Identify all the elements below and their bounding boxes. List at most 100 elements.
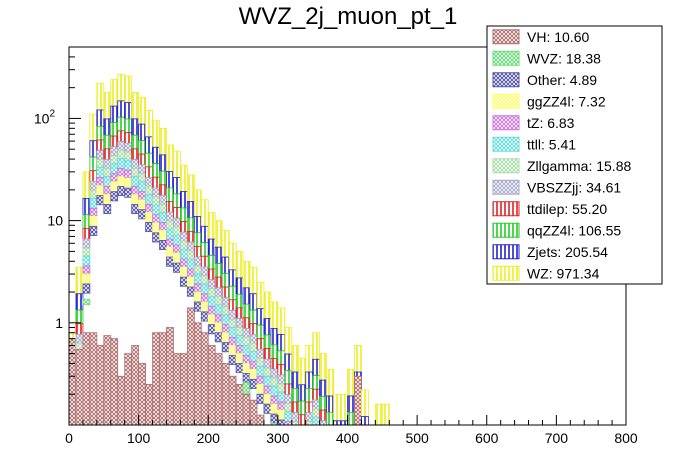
bar-90-10 bbox=[131, 118, 140, 136]
bar-330-11 bbox=[298, 357, 307, 386]
bar-150-3 bbox=[173, 252, 181, 264]
bar-290-3 bbox=[270, 403, 279, 415]
bar-180-2 bbox=[193, 301, 202, 312]
bar-160-11 bbox=[179, 164, 188, 192]
bar-50-0 bbox=[103, 335, 112, 426]
bar-60-3 bbox=[110, 181, 119, 193]
bar-140-11 bbox=[166, 144, 174, 172]
bar-190-10 bbox=[200, 225, 209, 244]
bar-250-6 bbox=[242, 336, 251, 346]
x-tick-label: 800 bbox=[614, 430, 638, 446]
bar-250-8 bbox=[242, 317, 251, 329]
bar-50-10 bbox=[103, 118, 112, 136]
bar-120-10 bbox=[152, 146, 160, 165]
bar-50-9 bbox=[103, 134, 112, 150]
bar-250-0 bbox=[242, 393, 251, 426]
bar-70-11 bbox=[117, 73, 126, 102]
bar-90-2 bbox=[131, 204, 140, 215]
bar-280-3 bbox=[263, 393, 272, 405]
bar-220-5 bbox=[221, 314, 230, 326]
bar-210-5 bbox=[214, 304, 223, 316]
bar-120-9 bbox=[152, 163, 160, 178]
legend-label: qqZZ4l: 106.55 bbox=[527, 222, 621, 238]
bar-310-10 bbox=[284, 353, 293, 371]
legend-swatch bbox=[492, 201, 520, 217]
bar-280-9 bbox=[263, 334, 272, 349]
bar-130-3 bbox=[159, 230, 167, 241]
bar-190-0 bbox=[200, 332, 209, 426]
bar-20-1 bbox=[82, 298, 91, 306]
legend-label: ttll: 5.41 bbox=[527, 136, 576, 152]
bar-100-11 bbox=[138, 97, 146, 125]
bar-40-6 bbox=[96, 159, 105, 169]
bar-200-7 bbox=[207, 279, 216, 290]
bar-140-0 bbox=[166, 327, 174, 426]
bar-200-0 bbox=[207, 345, 216, 426]
bar-270-4 bbox=[256, 375, 265, 385]
bar-210-7 bbox=[214, 287, 223, 298]
bar-340-6 bbox=[305, 421, 314, 426]
bar-30-6 bbox=[89, 189, 98, 199]
bar-300-11 bbox=[277, 307, 286, 335]
bar-40-3 bbox=[96, 185, 105, 196]
bar-210-6 bbox=[214, 296, 223, 306]
bar-290-7 bbox=[270, 368, 279, 379]
bar-200-3 bbox=[207, 314, 216, 326]
bar-90-3 bbox=[131, 194, 140, 205]
bar-320-7 bbox=[291, 412, 300, 422]
legend-label: Zllgamma: 15.88 bbox=[527, 158, 631, 174]
bar-260-6 bbox=[249, 342, 258, 352]
bar-110-5 bbox=[145, 194, 153, 205]
bar-400-9 bbox=[347, 411, 355, 426]
bar-110-0 bbox=[145, 383, 153, 426]
x-tick-label: 700 bbox=[545, 430, 569, 446]
legend-swatch bbox=[492, 93, 520, 109]
bar-400-10 bbox=[347, 395, 355, 413]
bar-310-5 bbox=[284, 411, 293, 422]
bar-10-11 bbox=[75, 266, 84, 295]
bar-150-10 bbox=[173, 177, 181, 195]
bar-160-9 bbox=[179, 207, 188, 222]
bar-260-2 bbox=[249, 378, 258, 389]
bar-20-2 bbox=[82, 283, 91, 294]
bar-200-6 bbox=[207, 288, 216, 298]
bar-280-2 bbox=[263, 403, 272, 414]
bar-340-8 bbox=[305, 401, 314, 414]
bar-240-7 bbox=[235, 318, 244, 328]
bar-160-5 bbox=[179, 248, 188, 260]
bar-350-6 bbox=[312, 408, 321, 418]
bar-260-5 bbox=[249, 351, 258, 362]
bar-320-6 bbox=[291, 421, 300, 426]
bar-110-10 bbox=[145, 136, 153, 154]
bar-170-3 bbox=[186, 276, 195, 288]
bar-100-6 bbox=[138, 173, 146, 183]
bar-330-10 bbox=[298, 384, 307, 402]
legend-label: tZ: 6.83 bbox=[527, 115, 575, 131]
bar-80-0 bbox=[124, 353, 133, 426]
bar-250-5 bbox=[242, 345, 251, 356]
bar-200-8 bbox=[207, 268, 216, 281]
bar-190-11 bbox=[200, 199, 209, 227]
bar-350-9 bbox=[312, 375, 321, 390]
bar-280-10 bbox=[263, 318, 272, 336]
bar-130-2 bbox=[159, 240, 167, 251]
legend-swatch bbox=[492, 158, 520, 174]
bar-40-2 bbox=[96, 195, 105, 206]
bar-290-11 bbox=[270, 301, 279, 329]
bar-160-0 bbox=[179, 353, 188, 426]
bar-140-8 bbox=[166, 201, 174, 213]
bar-180-0 bbox=[193, 322, 202, 426]
legend-swatch bbox=[492, 29, 520, 45]
bar-190-5 bbox=[200, 283, 209, 295]
bar-170-8 bbox=[186, 231, 195, 243]
legend-swatch bbox=[492, 136, 520, 152]
bar-30-3 bbox=[89, 215, 98, 227]
bar-120-3 bbox=[152, 222, 160, 234]
bar-10-0 bbox=[75, 348, 84, 426]
bar-90-6 bbox=[131, 168, 140, 177]
bar-290-5 bbox=[270, 385, 279, 397]
bar-170-5 bbox=[186, 258, 195, 270]
bar-340-9 bbox=[305, 388, 314, 403]
bar-260-9 bbox=[249, 309, 258, 325]
bar-10-9 bbox=[75, 309, 84, 325]
